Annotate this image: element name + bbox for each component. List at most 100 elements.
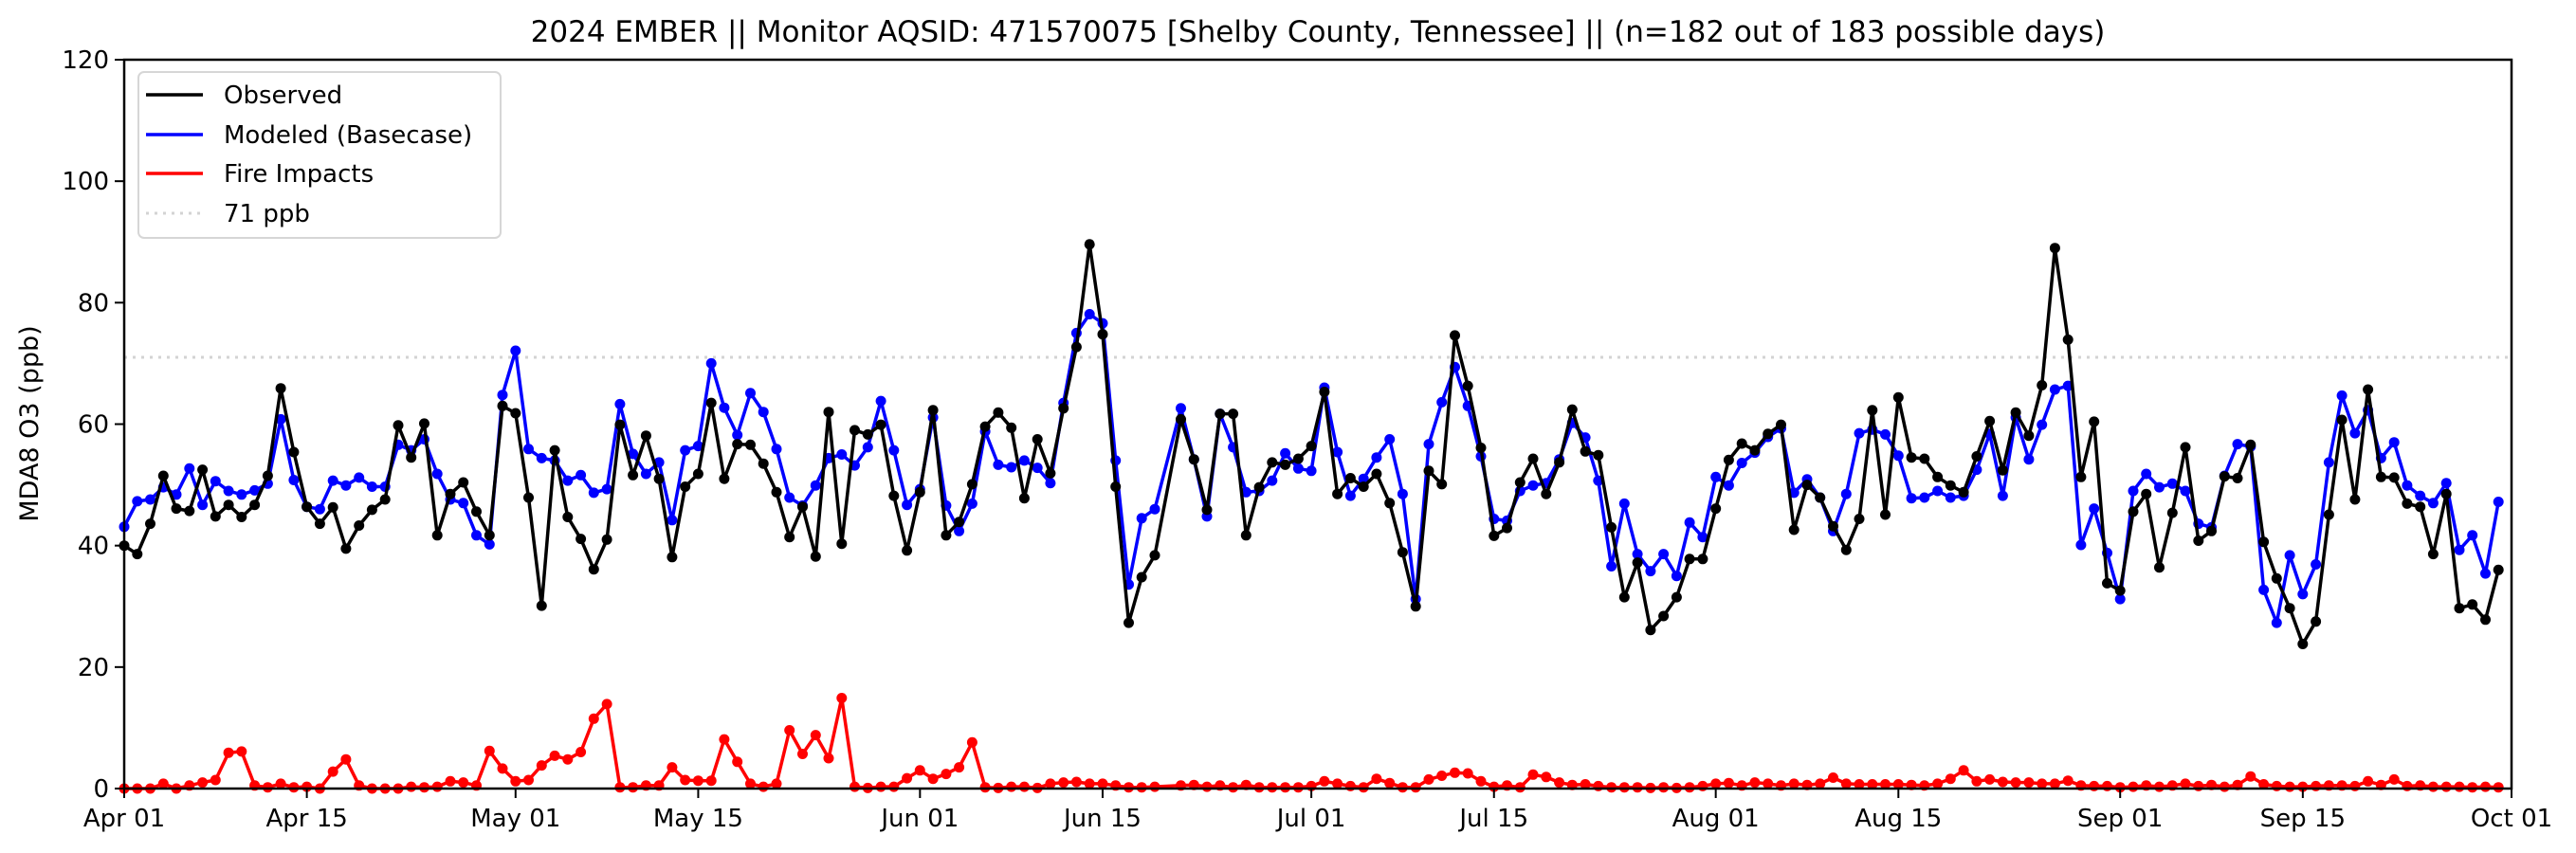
data-point	[2480, 614, 2491, 626]
data-point	[1423, 465, 1434, 477]
data-point	[536, 452, 547, 463]
data-point	[562, 475, 574, 486]
data-point	[1136, 572, 1147, 583]
data-point	[2037, 380, 2048, 390]
data-point	[1397, 782, 1408, 793]
data-point	[667, 762, 678, 773]
data-point	[2402, 498, 2413, 509]
data-point	[588, 713, 599, 724]
data-point	[1045, 478, 1056, 489]
data-point	[2049, 384, 2060, 395]
data-point	[288, 475, 300, 485]
x-tick-label: May 15	[653, 805, 743, 833]
data-point	[1854, 779, 1865, 789]
data-point	[223, 499, 234, 511]
y-tick-label: 80	[78, 289, 109, 318]
x-tick-label: Jul 15	[1457, 805, 1528, 833]
x-tick-label: Jul 01	[1275, 805, 1346, 833]
data-point	[1267, 457, 1278, 468]
data-point	[2049, 778, 2060, 789]
data-point	[1541, 488, 1552, 499]
data-point	[393, 420, 404, 431]
data-point	[2258, 536, 2270, 548]
data-point	[1763, 428, 1774, 440]
data-point	[1984, 773, 1996, 785]
data-point	[2232, 439, 2243, 450]
data-point	[1228, 408, 1239, 420]
data-point	[2284, 603, 2295, 614]
data-point	[954, 525, 965, 536]
data-point	[1580, 779, 1591, 789]
data-point	[2180, 485, 2191, 497]
data-point	[1097, 778, 1108, 789]
data-point	[2336, 390, 2348, 401]
data-point	[2245, 771, 2256, 782]
data-point	[301, 501, 313, 513]
data-point	[471, 506, 482, 517]
data-point	[1253, 481, 1265, 493]
legend: Observed Modeled (Basecase) Fire Impacts…	[137, 71, 502, 239]
data-point	[1201, 781, 1213, 792]
data-point	[1815, 778, 1826, 789]
data-point	[2062, 775, 2074, 787]
data-point	[288, 782, 300, 793]
data-point	[1149, 781, 1160, 792]
data-point	[262, 782, 273, 793]
data-point	[2297, 589, 2309, 600]
data-point	[1253, 782, 1265, 793]
data-point	[2037, 778, 2048, 789]
data-point	[2193, 535, 2204, 546]
data-point	[1319, 387, 1330, 397]
data-point	[157, 470, 169, 481]
data-point	[2037, 419, 2048, 430]
data-point	[2415, 501, 2426, 513]
data-point	[1489, 530, 1500, 541]
series-fire-impacts	[119, 693, 2504, 794]
data-point	[1776, 419, 1786, 430]
data-point	[484, 530, 495, 541]
data-point	[797, 501, 808, 513]
data-point	[875, 395, 886, 407]
data-point	[1475, 775, 1487, 787]
data-point	[497, 400, 508, 411]
data-point	[2180, 778, 2191, 789]
data-point	[1906, 452, 1917, 463]
data-point	[732, 429, 743, 441]
data-point	[705, 775, 717, 787]
data-point	[692, 441, 703, 452]
legend-label-fire: Fire Impacts	[224, 160, 374, 189]
data-point	[1645, 566, 1656, 577]
data-point	[2075, 471, 2087, 482]
y-tick-label: 20	[78, 654, 109, 682]
data-point	[2166, 507, 2178, 518]
data-point	[692, 468, 703, 480]
data-point	[523, 444, 534, 455]
data-point	[1032, 434, 1043, 445]
data-point	[745, 439, 756, 450]
data-point	[954, 517, 965, 528]
data-point	[1136, 513, 1147, 524]
data-point	[862, 442, 873, 453]
data-point	[1124, 617, 1134, 628]
data-point	[562, 512, 574, 522]
data-point	[1436, 771, 1448, 781]
data-point	[1280, 459, 1291, 470]
data-point	[1358, 473, 1369, 484]
data-point	[784, 725, 795, 735]
data-point	[2440, 488, 2452, 499]
data-point	[340, 753, 352, 765]
data-point	[523, 774, 534, 786]
data-point	[2154, 481, 2165, 493]
data-point	[1240, 530, 1251, 541]
data-point	[1880, 428, 1891, 440]
data-point	[1710, 778, 1722, 789]
data-point	[2114, 782, 2126, 793]
data-point	[719, 402, 730, 413]
data-point	[1815, 492, 1826, 503]
data-point	[1358, 481, 1369, 492]
data-point	[2219, 471, 2230, 482]
data-point	[2075, 539, 2087, 551]
legend-box	[137, 71, 502, 239]
data-point	[1397, 488, 1408, 499]
data-point	[850, 425, 860, 436]
